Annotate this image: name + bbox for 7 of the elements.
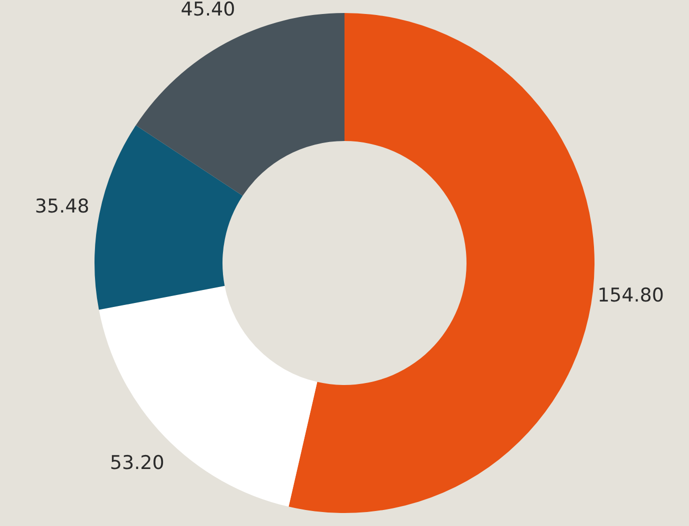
- data-label: 53.20: [110, 452, 164, 474]
- data-label: 45.40: [180, 0, 236, 20]
- donut-slice: [98, 286, 318, 507]
- donut-slice: [94, 125, 243, 310]
- data-label: 154.80: [597, 284, 664, 306]
- data-label: 35.48: [34, 195, 90, 218]
- donut-slice: [288, 13, 594, 513]
